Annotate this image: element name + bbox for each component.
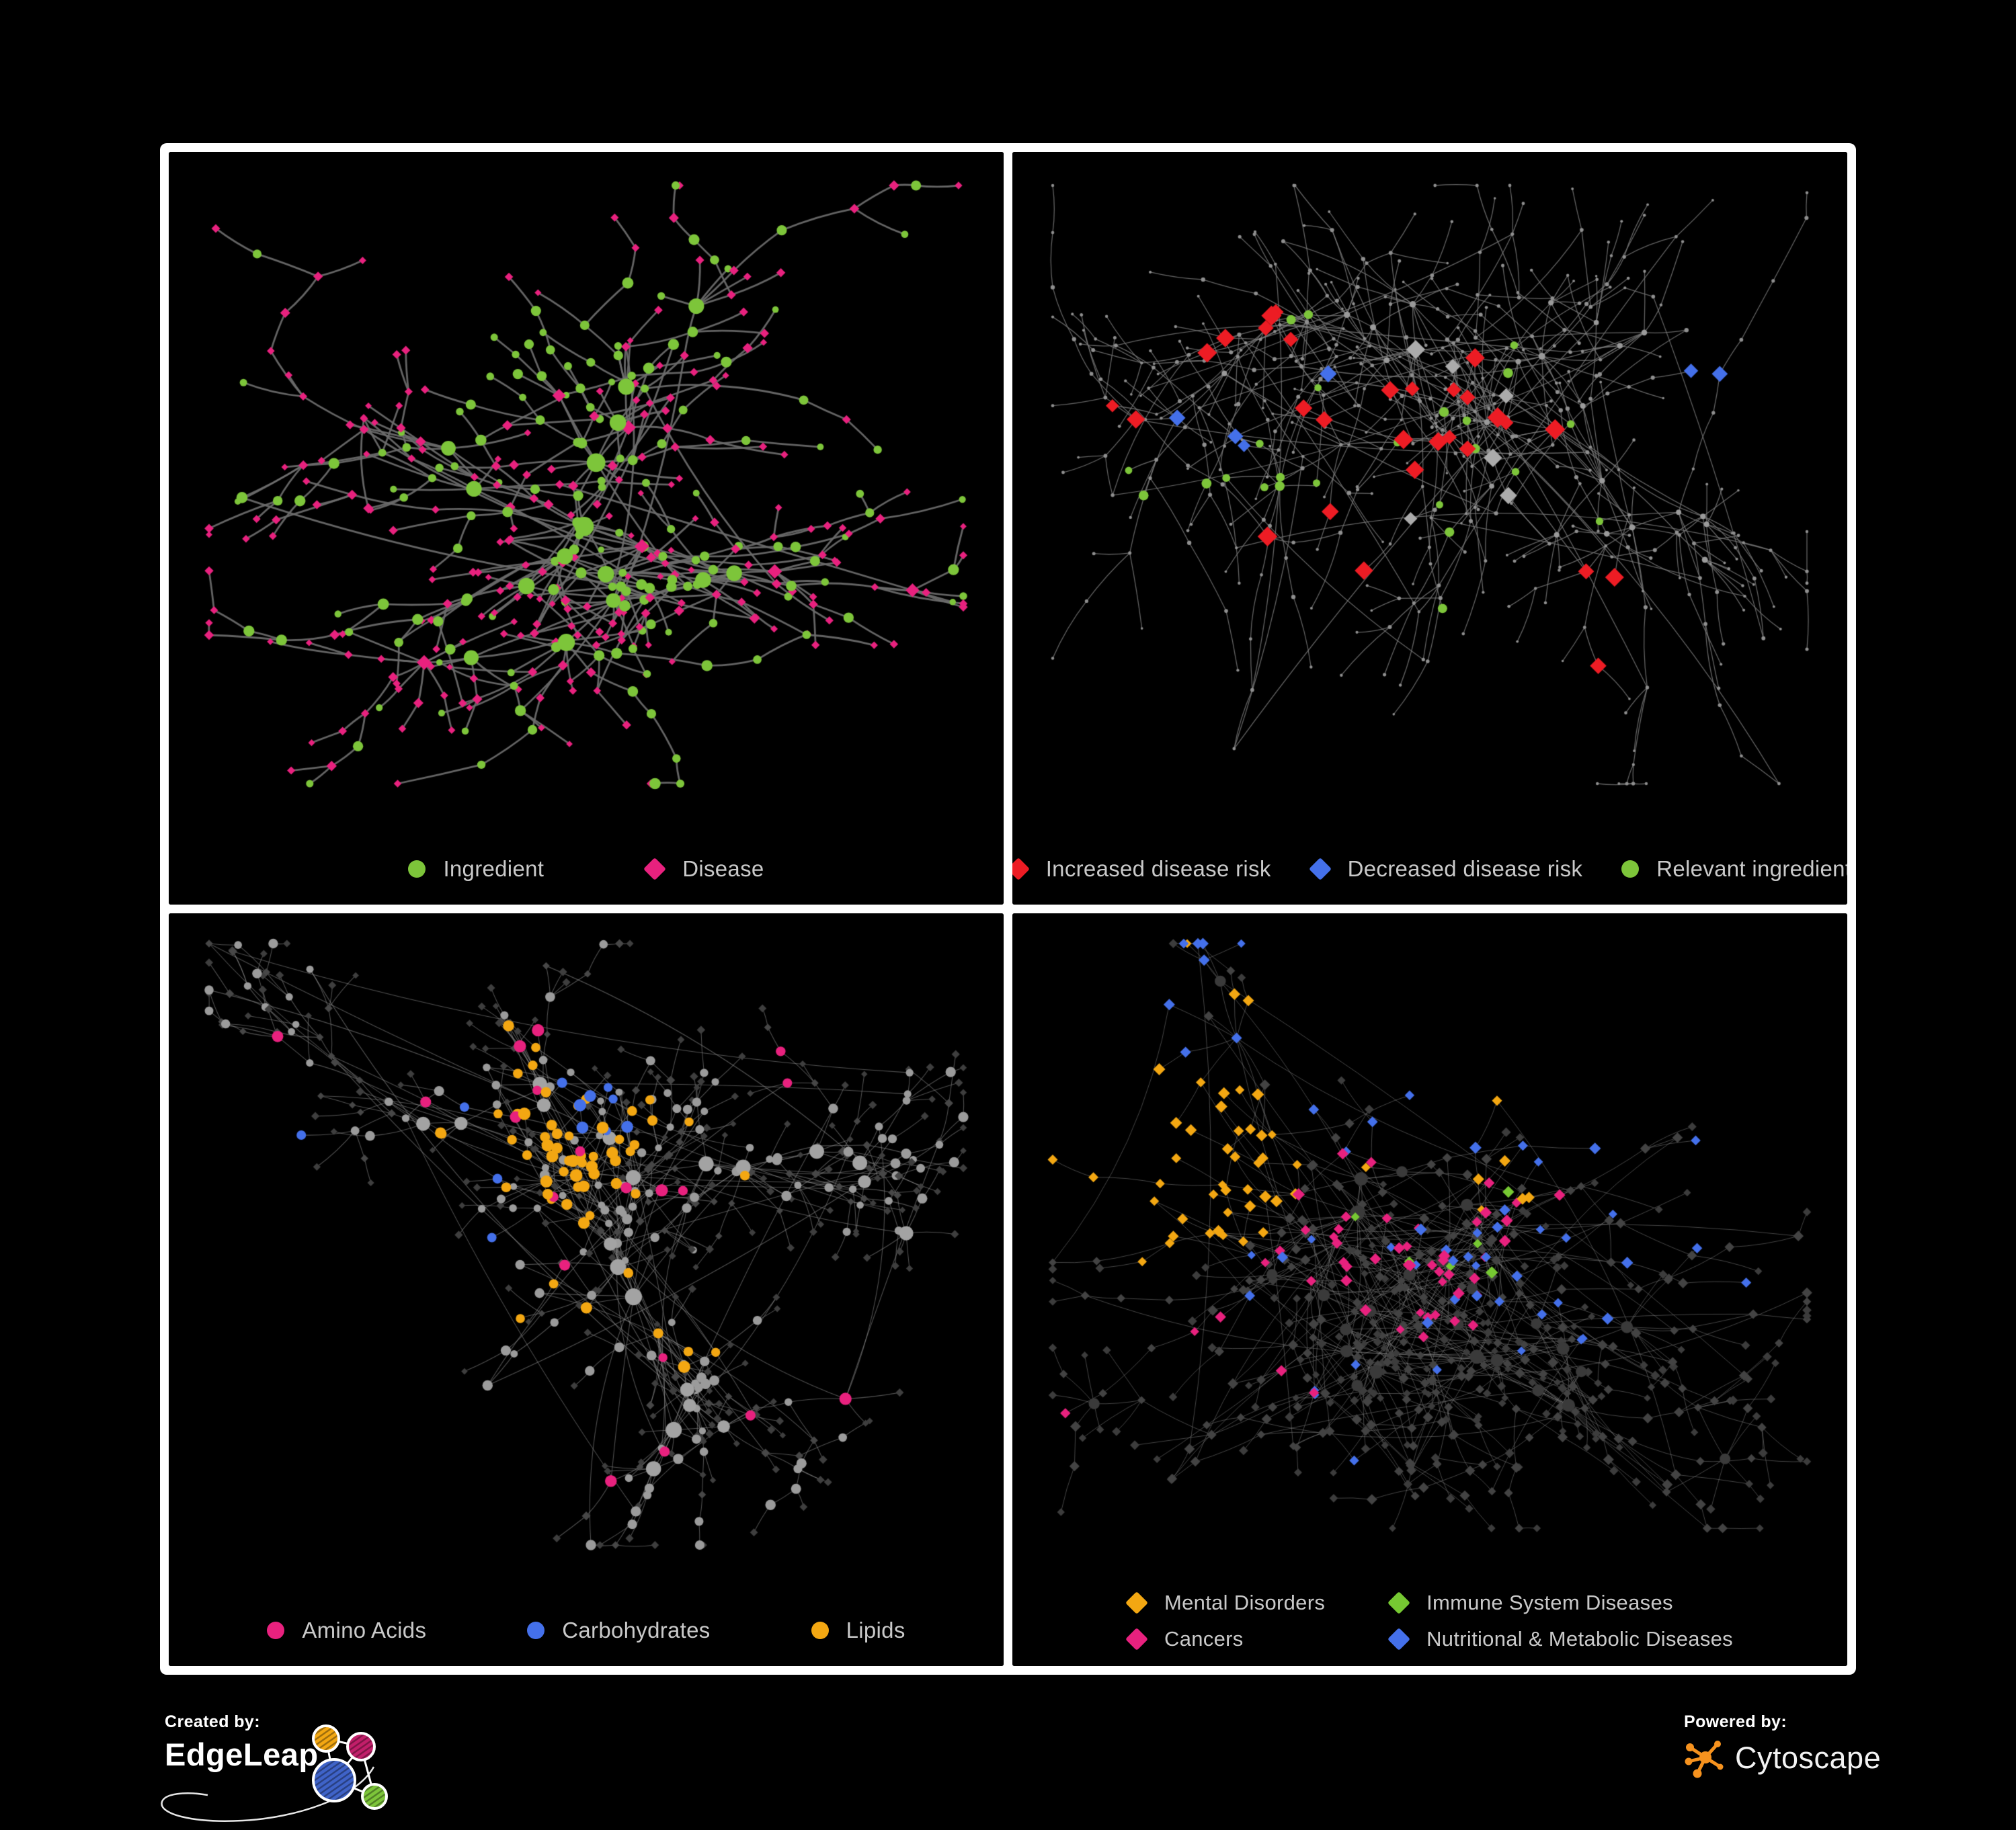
legend-label: Mental Disorders [1164, 1591, 1326, 1614]
edgeleap-logo: EdgeLeap [161, 1724, 393, 1822]
legend-label: Relevant ingredient [1656, 856, 1847, 881]
legend-item: Amino Acids [267, 1618, 426, 1643]
legend-disease-categories: Mental Disorders Immune System Diseases Ca… [1026, 1591, 1834, 1651]
legend-item: Increased disease risk [1012, 856, 1271, 882]
diamond-marker [1012, 858, 1030, 880]
legend-item: Ingredient [408, 856, 544, 882]
network-graph-disease-categories [1012, 913, 1847, 1666]
legend-label: Cancers [1164, 1627, 1244, 1651]
cytoscape-logo: Cytoscape [1684, 1737, 1881, 1779]
legend-item: Disease [643, 856, 764, 882]
panel-macronutrients: Amino Acids Carbohydrates Lipids [169, 913, 1004, 1666]
cytoscape-wordmark: Cytoscape [1735, 1741, 1882, 1775]
network-graph-macronutrients [169, 913, 1004, 1666]
legend-item: Decreased disease risk [1308, 856, 1583, 882]
legend-label: Carbohydrates [562, 1618, 711, 1642]
legend-item: Mental Disorders [1125, 1591, 1326, 1615]
powered-by-label: Powered by: [1684, 1712, 1787, 1731]
panel-disease-categories: Mental Disorders Immune System Diseases Ca… [1012, 913, 1847, 1666]
legend-label: Immune System Diseases [1426, 1591, 1673, 1614]
legend-item: Carbohydrates [527, 1618, 710, 1643]
legend-label: Amino Acids [302, 1618, 427, 1642]
cytoscape-network-icon [1685, 1741, 1724, 1778]
legend-label: Increased disease risk [1045, 856, 1271, 881]
cytoscape-credit: Powered by: Cytoscape [1684, 1712, 1881, 1779]
diamond-marker [1125, 1591, 1148, 1614]
legend-label: Decreased disease risk [1347, 856, 1583, 881]
legend-disease-risk: Increased disease risk Decreased disease … [1012, 856, 1847, 882]
diamond-marker [643, 858, 667, 880]
legend-item: Lipids [811, 1618, 905, 1643]
legend-label: Ingredient [443, 856, 545, 881]
circle-marker [408, 860, 426, 878]
network-graph-disease-risk [1012, 152, 1847, 905]
created-by-label: Created by: [165, 1712, 260, 1731]
legend-label: Disease [682, 856, 764, 881]
edgeleap-credit: Created by: EdgeLeap [161, 1712, 393, 1822]
diamond-marker [1125, 1628, 1148, 1651]
diamond-marker [1387, 1591, 1411, 1614]
circle-marker [811, 1622, 829, 1639]
legend-item: Cancers [1125, 1627, 1325, 1651]
panel-grid: Ingredient Disease Increased disease risk… [160, 143, 1856, 1675]
legend-label: Nutritional & Metabolic Diseases [1426, 1627, 1733, 1651]
legend-label: Lipids [846, 1618, 905, 1642]
legend-macronutrients: Amino Acids Carbohydrates Lipids [182, 1618, 990, 1643]
legend-ingredient-disease: Ingredient Disease [182, 856, 990, 882]
panel-ingredient-disease: Ingredient Disease [169, 152, 1004, 905]
edgeleap-network-icon [312, 1724, 388, 1810]
circle-marker [527, 1622, 545, 1639]
diamond-marker [1387, 1628, 1411, 1651]
circle-marker [267, 1622, 285, 1639]
diamond-marker [1308, 858, 1332, 880]
circle-marker [1621, 860, 1640, 878]
edgeleap-wordmark: EdgeLeap [165, 1737, 319, 1772]
legend-item: Relevant ingredient [1621, 856, 1847, 882]
network-graph-ingredient-disease [169, 152, 1004, 905]
legend-item: Nutritional & Metabolic Diseases [1387, 1627, 1733, 1651]
legend-item: Immune System Diseases [1387, 1591, 1733, 1615]
panel-disease-risk: Increased disease risk Decreased disease … [1012, 152, 1847, 905]
